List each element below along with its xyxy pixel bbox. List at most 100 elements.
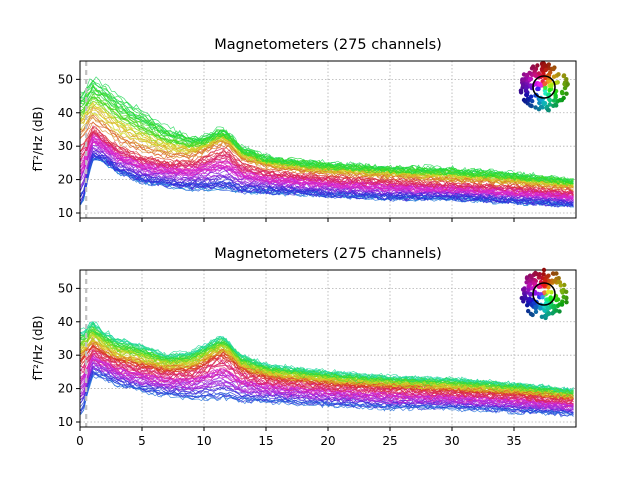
sensor-dot	[524, 72, 530, 78]
sensor-dot	[521, 77, 527, 82]
channel-trace	[80, 362, 574, 412]
sensor-dot	[554, 271, 559, 276]
sensor-dot	[520, 82, 526, 88]
channel-trace	[80, 329, 574, 398]
sensor-dot	[521, 287, 526, 292]
sensor-dot	[537, 81, 542, 87]
chart-title: Magnetometers (275 channels)	[214, 37, 442, 53]
sensor-dot	[538, 306, 543, 311]
sensor-dot	[529, 274, 534, 280]
sensor-dot	[538, 104, 544, 110]
sensor-dot	[528, 103, 533, 108]
sensor-dot	[541, 272, 546, 277]
sensor-dot	[548, 295, 553, 300]
channel-trace	[80, 325, 574, 393]
sensor-dot	[530, 64, 536, 69]
sensor-topomap-inset	[519, 267, 569, 321]
sensor-dot	[527, 296, 532, 301]
channel-trace	[80, 129, 574, 196]
sensor-dot	[533, 309, 539, 314]
sensor-dot	[547, 87, 552, 93]
y-tick-label: 30	[58, 348, 73, 362]
sensor-dot	[564, 77, 569, 82]
x-tick-label: 10	[196, 434, 211, 448]
channel-trace	[80, 114, 574, 189]
sensor-dot	[565, 82, 570, 87]
channel-trace	[80, 152, 574, 207]
sensor-dot	[527, 278, 532, 283]
sensor-dot	[561, 294, 566, 300]
sensor-dot	[542, 81, 547, 87]
sensor-dot	[546, 108, 551, 113]
sensor-dot	[564, 289, 569, 294]
sensor-dot	[527, 77, 532, 82]
sensor-dot	[556, 72, 561, 77]
x-tick-label: 20	[320, 434, 335, 448]
sensor-dot	[543, 85, 548, 91]
chart-title: Magnetometers (275 channels)	[214, 246, 442, 262]
y-axis-label: fT²/Hz (dB)	[31, 107, 45, 172]
sensor-dot	[547, 102, 552, 107]
y-tick-label: 10	[58, 415, 73, 429]
channel-trace	[80, 330, 574, 395]
sensor-dot	[564, 300, 569, 305]
sensor-dot	[551, 66, 556, 72]
sensor-dot	[524, 92, 530, 98]
y-tick-label: 10	[58, 206, 73, 220]
sensor-dot	[564, 91, 569, 96]
channel-trace	[80, 89, 574, 183]
ticks: 10 20 30 40 50	[58, 72, 515, 222]
y-tick-label: 50	[58, 72, 73, 86]
sensor-dot	[552, 278, 557, 284]
sensor-dot	[523, 296, 529, 301]
sensor-dot	[528, 94, 534, 99]
channel-trace	[80, 79, 574, 182]
sensor-dot	[557, 98, 563, 103]
sensor-dot	[540, 295, 545, 300]
sensor-dot	[528, 311, 534, 317]
sensor-dot	[533, 105, 538, 110]
channel-trace	[80, 109, 574, 188]
spectrum-panel-top: Magnetometers (275 channels) fT²/Hz (dB)…	[31, 37, 577, 222]
channel-trace	[80, 139, 574, 201]
sensor-dot	[526, 287, 531, 293]
channel-trace	[80, 341, 574, 399]
sensor-dot	[524, 85, 529, 90]
channel-trace	[80, 132, 574, 197]
sensor-dot	[537, 100, 542, 106]
channel-trace	[80, 131, 574, 194]
y-tick-label: 30	[58, 139, 73, 153]
sensor-dot	[559, 302, 565, 307]
channel-trace	[80, 117, 574, 190]
x-tick-label: 35	[506, 434, 521, 448]
sensor-dot	[542, 290, 547, 295]
sensor-dot	[551, 74, 557, 79]
y-tick-label: 40	[58, 315, 73, 329]
x-tick-label: 5	[138, 434, 146, 448]
channel-trace	[80, 114, 574, 189]
x-tick-label: 15	[258, 434, 273, 448]
sensor-dot	[545, 306, 550, 311]
sensor-dot	[542, 63, 548, 68]
sensor-dot	[551, 98, 557, 103]
sensor-dot	[536, 86, 541, 92]
channel-trace	[80, 157, 574, 208]
sensor-dot	[523, 99, 528, 104]
x-tick-label: 0	[76, 434, 84, 448]
channel-trace	[80, 80, 574, 182]
channel-trace	[80, 93, 574, 186]
sensor-dot	[561, 73, 567, 78]
sensor-dot	[552, 303, 557, 309]
channel-trace	[80, 346, 574, 399]
channel-trace	[80, 321, 574, 393]
channel-trace	[80, 149, 574, 205]
sensor-dot	[561, 95, 566, 101]
y-tick-label: 20	[58, 173, 73, 187]
sensor-dot	[541, 101, 546, 107]
sensor-dot	[547, 97, 552, 102]
spectrum-panel-bottom: Magnetometers (275 channels) fT²/Hz (dB)…	[31, 246, 577, 448]
sensor-dot	[546, 285, 551, 290]
sensor-dot	[546, 289, 551, 294]
ticks: 10 20 30 40 50 0 5 10 15 20 25 30 35	[58, 281, 522, 448]
